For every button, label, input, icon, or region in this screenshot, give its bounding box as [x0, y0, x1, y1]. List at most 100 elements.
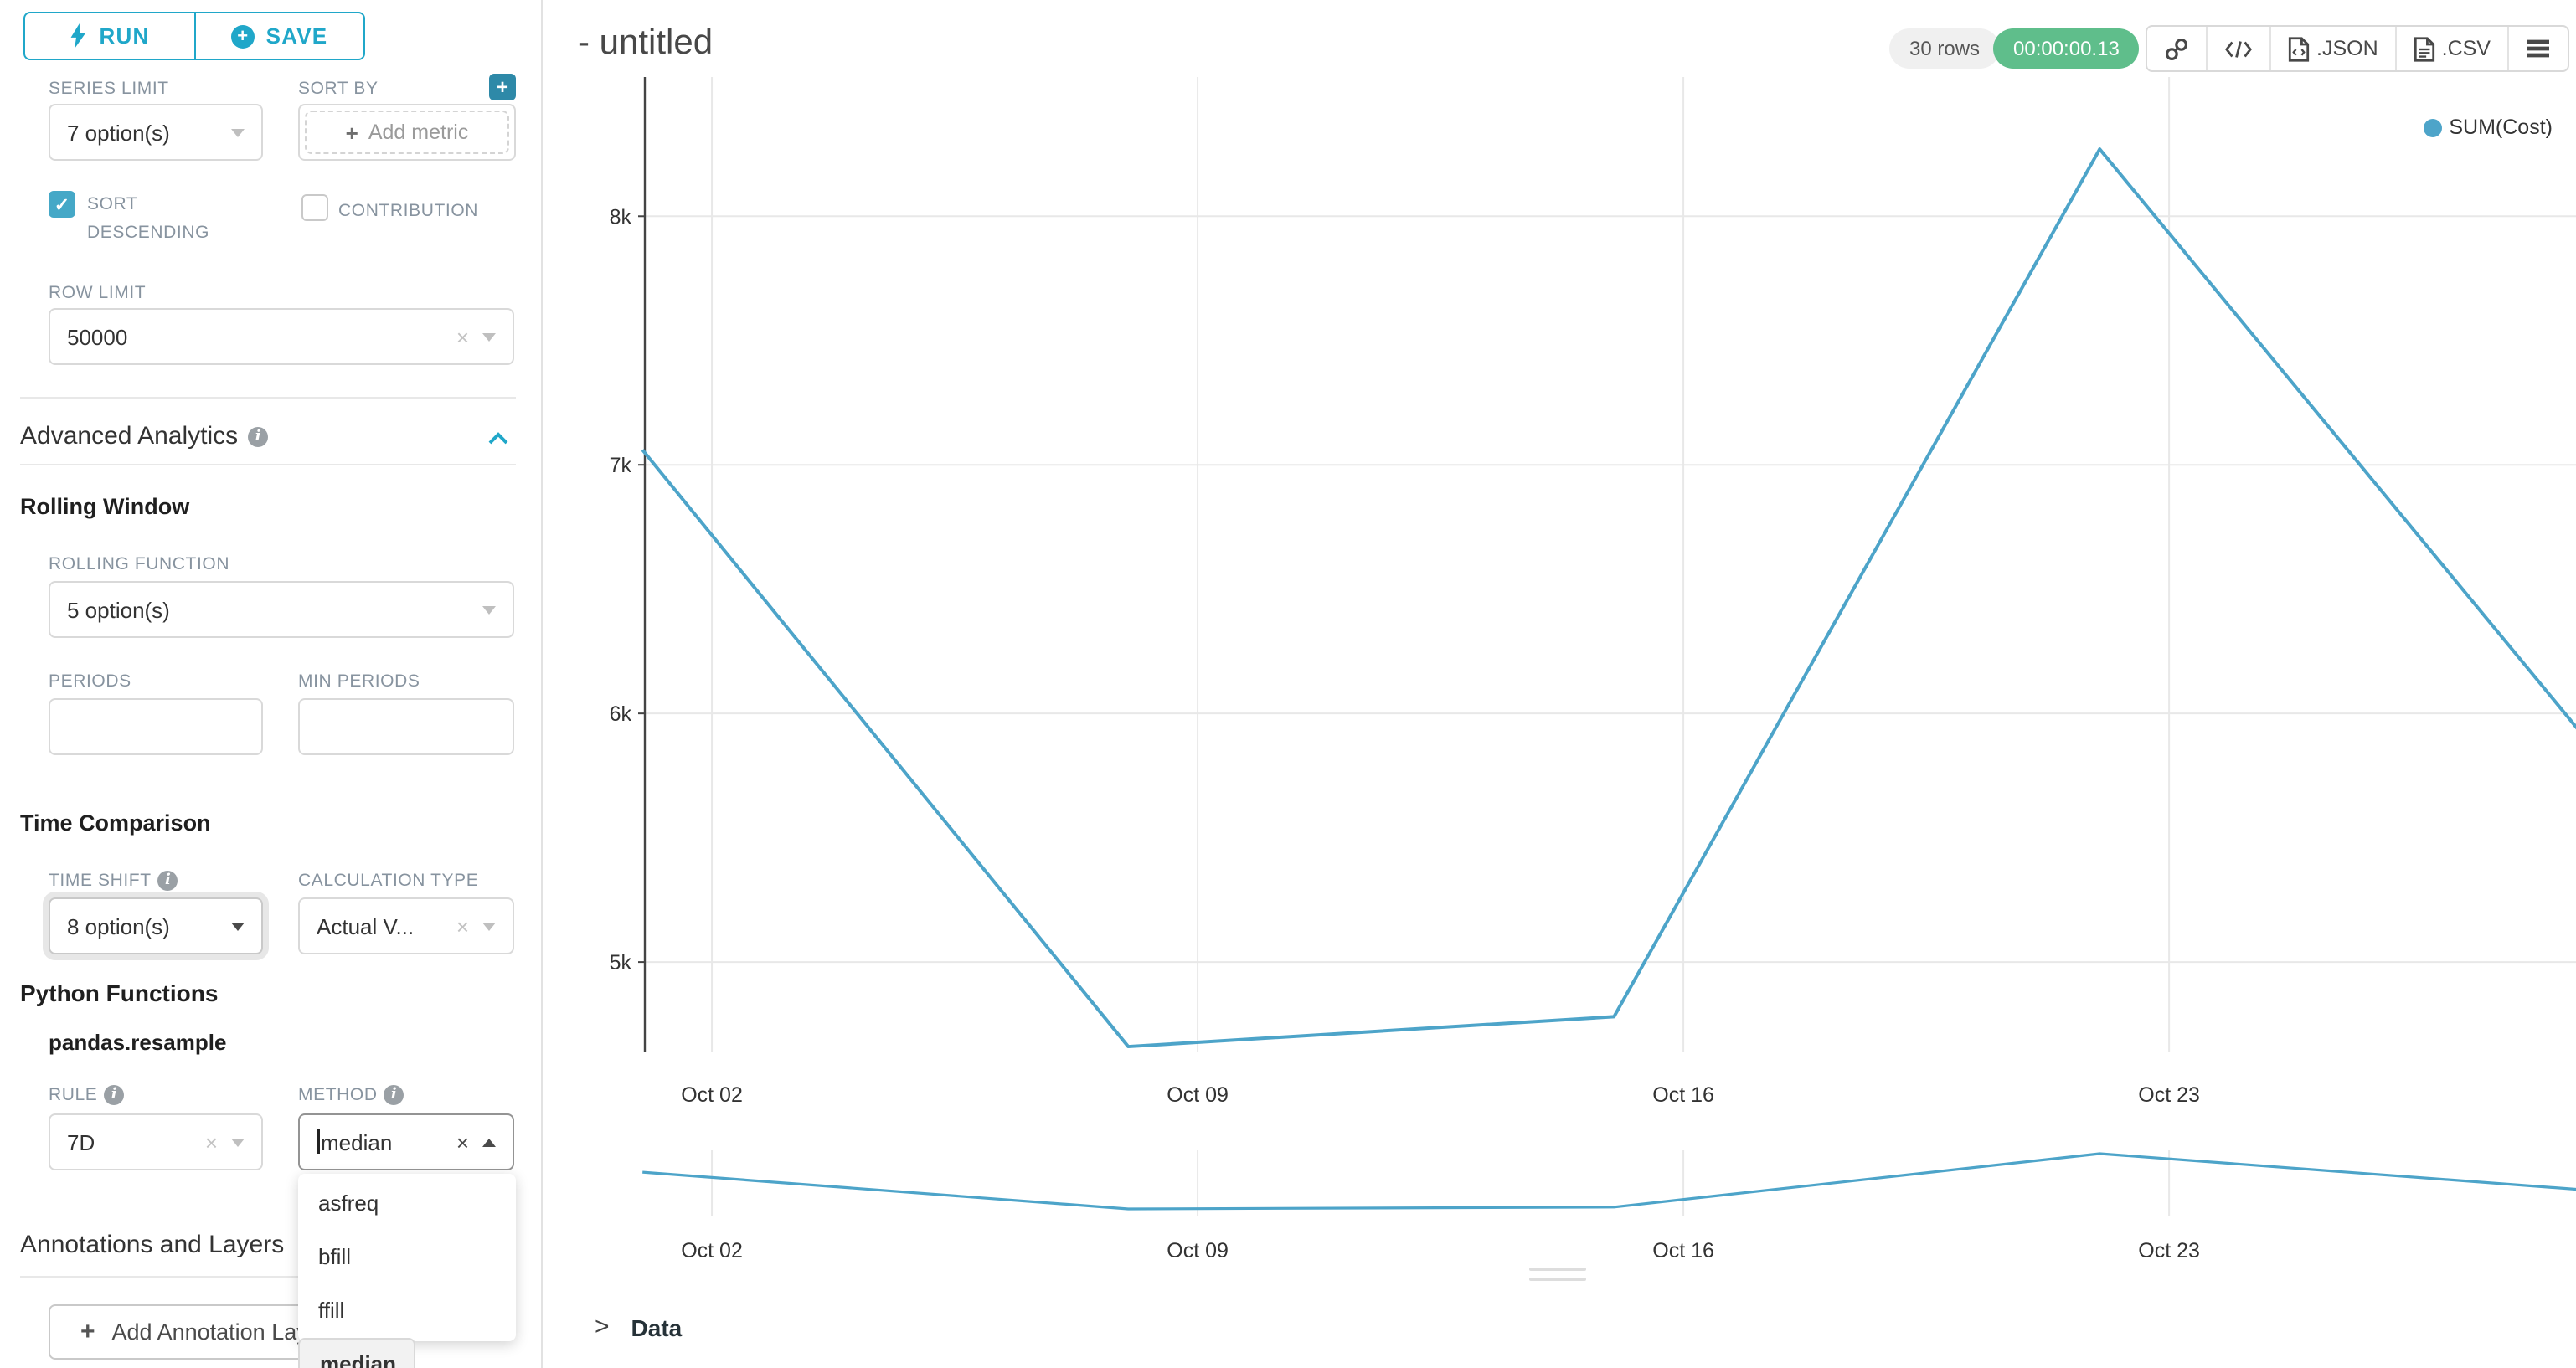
sort-descending-checkbox[interactable]: ✓ — [49, 191, 75, 218]
run-button-label: RUN — [99, 23, 150, 49]
rule-value: 7D — [67, 1129, 95, 1155]
clear-icon[interactable]: × — [204, 1129, 218, 1155]
method-option-asfreq[interactable]: asfreq — [318, 1191, 379, 1216]
mini-x-tick-label: Oct 16 — [1652, 1239, 1714, 1263]
periods-input[interactable] — [49, 698, 263, 755]
chart-title: - untitled — [578, 23, 714, 62]
info-icon[interactable]: i — [104, 1085, 125, 1105]
x-tick-label: Oct 23 — [2138, 1083, 2200, 1107]
legend-dot-icon — [2424, 118, 2443, 136]
file-code-icon — [2288, 36, 2310, 61]
row-limit-label: ROW LIMIT — [49, 283, 147, 303]
embed-code-button[interactable] — [2206, 27, 2269, 70]
chevron-down-icon — [231, 1138, 245, 1146]
mini-x-tick-label: Oct 23 — [2138, 1239, 2200, 1263]
copy-link-button[interactable] — [2147, 27, 2206, 70]
csv-button-label: .CSV — [2441, 37, 2491, 60]
chart-panel: - untitled 30 rows 00:00:00.13 — [543, 0, 2576, 1368]
series-limit-select[interactable]: 7 option(s) — [49, 104, 263, 161]
mini-x-tick-label: Oct 02 — [681, 1239, 743, 1263]
plus-icon: + — [80, 1318, 95, 1346]
hamburger-menu-icon — [2527, 39, 2549, 58]
chevron-up-icon — [482, 1138, 496, 1146]
link-icon — [2165, 37, 2188, 60]
text-cursor — [317, 1129, 319, 1154]
time-comparison-heading: Time Comparison — [20, 810, 211, 836]
method-option-bfill[interactable]: bfill — [318, 1244, 352, 1269]
periods-label: PERIODS — [49, 671, 131, 692]
y-tick-label: 5k — [610, 951, 632, 975]
control-panel: RUN + SAVE SERIES LIMIT SORT BY + 7 opti… — [0, 0, 541, 1368]
time-shift-value: 8 option(s) — [67, 913, 170, 939]
chevron-right-icon: > — [595, 1313, 610, 1341]
x-tick-label: Oct 02 — [681, 1083, 743, 1107]
legend-item[interactable]: SUM(Cost) — [2424, 116, 2553, 139]
series-limit-label: SERIES LIMIT — [49, 79, 169, 99]
clear-icon[interactable]: × — [456, 1129, 469, 1155]
rolling-window-heading: Rolling Window — [20, 494, 190, 519]
advanced-analytics-title: Advanced Analytics — [20, 422, 239, 450]
data-panel-header[interactable]: > Data — [595, 1313, 682, 1341]
heading-underline — [20, 1276, 516, 1278]
heading-underline — [20, 464, 516, 465]
plus-icon: + — [345, 120, 358, 145]
plus-circle-icon: + — [230, 24, 255, 48]
sort-by-add-metric[interactable]: + Add metric — [298, 104, 516, 161]
section-divider — [20, 397, 516, 399]
export-json-button[interactable]: .JSON — [2269, 27, 2395, 70]
min-periods-label: MIN PERIODS — [298, 671, 420, 692]
rolling-function-value: 5 option(s) — [67, 597, 170, 622]
time-shift-select[interactable]: 8 option(s) — [49, 897, 263, 954]
file-lines-icon — [2414, 36, 2434, 61]
export-csv-button[interactable]: .CSV — [2394, 27, 2507, 70]
info-icon[interactable]: i — [384, 1085, 404, 1105]
info-icon[interactable]: i — [248, 426, 269, 446]
mini-x-tick-label: Oct 09 — [1167, 1239, 1229, 1263]
row-count-badge: 30 rows — [1889, 28, 2001, 69]
chevron-down-icon — [231, 128, 245, 136]
clear-icon[interactable]: × — [456, 324, 469, 349]
method-option-ffill[interactable]: ffill — [318, 1298, 345, 1323]
save-button[interactable]: + SAVE — [195, 13, 363, 59]
rule-select[interactable]: 7D × — [49, 1113, 263, 1170]
method-option-median[interactable]: median — [298, 1338, 415, 1368]
method-options-dropdown: asfreq bfill ffill median — [298, 1174, 516, 1368]
y-tick-label: 6k — [610, 702, 632, 726]
pandas-resample-label: pandas.resample — [49, 1030, 227, 1055]
annotations-heading: Annotations and Layers — [20, 1231, 285, 1259]
run-button[interactable]: RUN — [25, 13, 195, 59]
row-limit-select[interactable]: 50000 × — [49, 308, 514, 365]
json-button-label: .JSON — [2316, 37, 2378, 60]
info-icon[interactable]: i — [157, 871, 178, 891]
calculation-type-select[interactable]: Actual V... × — [298, 897, 514, 954]
time-shift-label: TIME SHIFT i — [49, 871, 178, 891]
min-periods-input[interactable] — [298, 698, 514, 755]
sort-by-label: SORT BY — [298, 79, 379, 99]
clear-icon[interactable]: × — [456, 913, 469, 939]
advanced-analytics-heading: Advanced Analytics i — [20, 422, 269, 450]
method-value: median — [321, 1130, 393, 1155]
x-tick-label: Oct 16 — [1652, 1083, 1714, 1107]
sort-descending-label: SORT DESCENDING — [87, 194, 210, 243]
chevron-down-icon — [482, 922, 496, 930]
rolling-function-select[interactable]: 5 option(s) — [49, 581, 514, 638]
method-label: METHOD i — [298, 1085, 404, 1105]
collapse-chevron-up-icon[interactable] — [487, 432, 509, 445]
add-metric-plus-button[interactable]: + — [489, 74, 516, 100]
chart-actions-toolbar: .JSON .CSV — [2146, 25, 2569, 72]
legend-label: SUM(Cost) — [2449, 116, 2553, 139]
method-combobox[interactable]: median × — [298, 1113, 514, 1170]
x-tick-label: Oct 09 — [1167, 1083, 1229, 1107]
add-metric-placeholder: Add metric — [368, 121, 469, 144]
run-save-button-group: RUN + SAVE — [23, 12, 365, 60]
add-annotation-label: Add Annotation Layer — [111, 1319, 328, 1345]
contribution-label: CONTRIBUTION — [338, 201, 479, 221]
contribution-checkbox[interactable] — [301, 194, 328, 221]
chevron-down-icon — [482, 605, 496, 614]
lightning-icon — [71, 23, 86, 49]
resize-drag-handle[interactable] — [1529, 1268, 1586, 1288]
chart-menu-button[interactable] — [2507, 27, 2568, 70]
save-button-label: SAVE — [265, 23, 328, 49]
code-icon — [2225, 40, 2252, 57]
